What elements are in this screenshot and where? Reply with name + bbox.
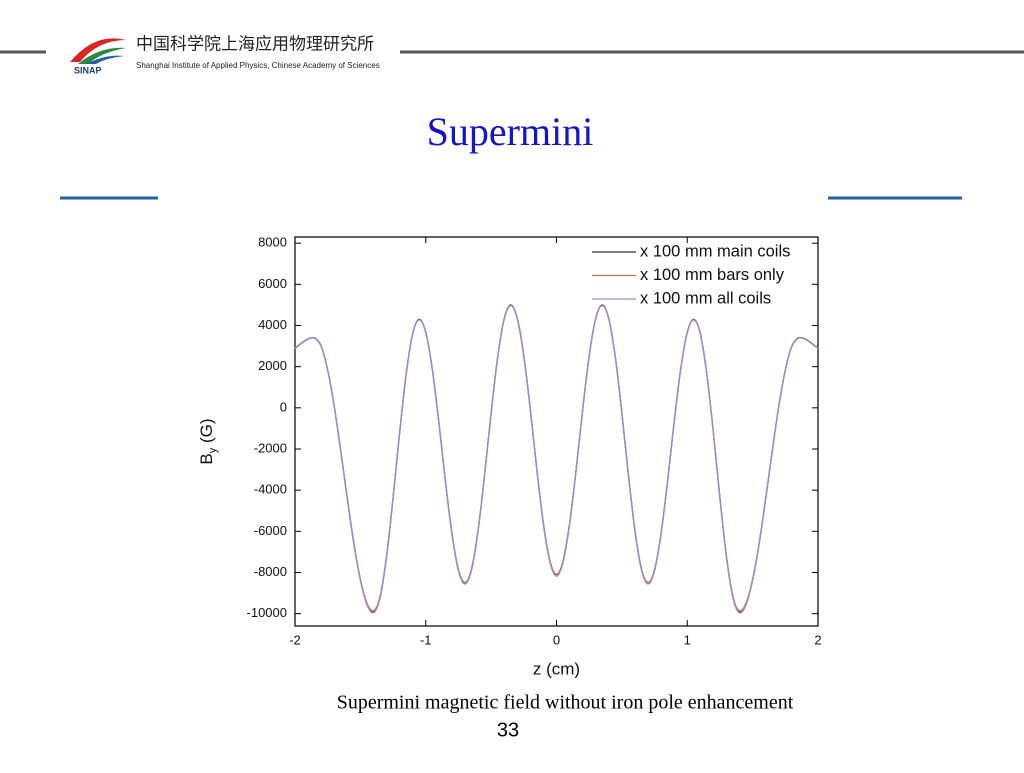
- y-tick-label: 4000: [258, 317, 287, 332]
- chart: -10000 -8000 -6000 -4000 -2000 0 2000 4000 6000 8…: [197, 235, 821, 679]
- org-name-cn: 中国科学院上海应用物理研究所: [136, 35, 374, 55]
- y-tick-label: -6000: [254, 523, 287, 538]
- y-axis-label-main: B: [197, 453, 216, 464]
- y-tick-label: 0: [280, 399, 287, 414]
- x-tick-label: 2: [814, 632, 821, 647]
- y-tick-label: -2000: [254, 440, 287, 455]
- series-line: [294, 305, 819, 614]
- logo-swoosh: [78, 47, 126, 64]
- x-tick-label: 0: [553, 632, 560, 647]
- y-axis-label-unit: (G): [197, 418, 216, 447]
- series-line: [294, 304, 819, 612]
- series-line: [294, 304, 819, 613]
- x-tick-label: 1: [684, 632, 691, 647]
- legend-label: x 100 mm all coils: [640, 289, 771, 307]
- slide-title: Supermini: [427, 109, 594, 154]
- logo-swoosh: [86, 55, 124, 64]
- logo-swoosh: [70, 38, 126, 62]
- page-number: 33: [497, 719, 519, 741]
- y-axis-label: By (G): [197, 418, 218, 464]
- y-tick-label: -4000: [254, 482, 287, 497]
- y-tick-label: 8000: [258, 235, 287, 250]
- logo-text: SINAP: [74, 65, 102, 75]
- x-tick-label: -2: [289, 632, 301, 647]
- x-tick-label: -1: [420, 632, 432, 647]
- logo: [70, 38, 126, 64]
- y-tick-label: 6000: [258, 276, 287, 291]
- legend-label: x 100 mm bars only: [640, 266, 785, 284]
- y-tick-label: -8000: [254, 564, 287, 579]
- y-tick-label: -10000: [247, 605, 287, 620]
- y-axis-label-sub: y: [207, 447, 219, 453]
- legend-label: x 100 mm main coils: [640, 242, 790, 260]
- org-name-en: Shanghai Institute of Applied Physics, C…: [136, 61, 380, 70]
- caption: Supermini magnetic field without iron po…: [337, 692, 794, 714]
- x-axis-label: z (cm): [533, 659, 580, 678]
- y-tick-label: 2000: [258, 358, 287, 373]
